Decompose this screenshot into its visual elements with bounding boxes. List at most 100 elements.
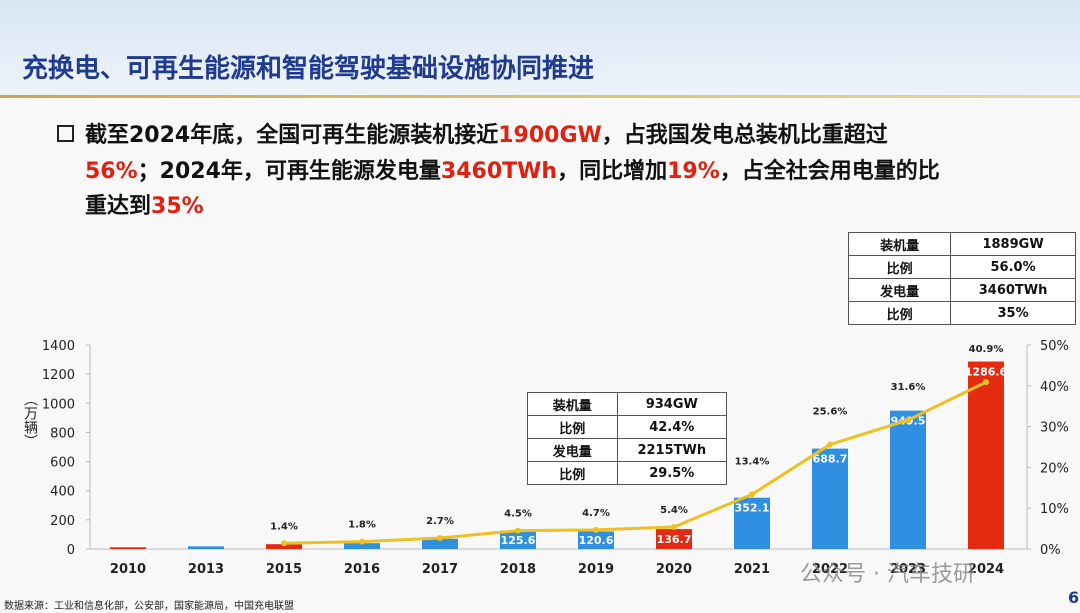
table-cell: 装机量 xyxy=(527,392,618,416)
table-cell: 发电量 xyxy=(847,278,952,302)
y-tick-label: 200 xyxy=(50,514,75,529)
text: ，占全社会用电量的比 xyxy=(719,158,940,184)
y2-tick-label: 0% xyxy=(1040,543,1061,558)
bar-value-label: 136.7 xyxy=(657,533,692,546)
line-point xyxy=(905,417,911,424)
table-row: 比例 56.0% xyxy=(847,255,1076,279)
bar xyxy=(734,497,770,549)
bar-value-label: 1286.6 xyxy=(965,366,1008,379)
table-cell: 比例 xyxy=(527,415,618,439)
x-tick-label: 2016 xyxy=(344,562,380,577)
paragraph-line: 56%；2024年，可再生能源发电量3460TWh，同比增加19%，占全社会用电… xyxy=(85,154,940,190)
highlight-text: 1900GW xyxy=(498,123,602,148)
highlight-text: 3460TWh xyxy=(440,158,558,184)
line-point xyxy=(827,441,833,448)
table-cell: 发电量 xyxy=(527,438,618,462)
line-value-label: 31.6% xyxy=(891,382,926,393)
bar-value-label: 125.6 xyxy=(501,534,536,547)
text: 截至2024年底，全国可再生能源装机接近 xyxy=(85,123,499,148)
table-cell: 35% xyxy=(950,301,1076,325)
watermark: 公众号 · 汽车技研 xyxy=(800,562,975,587)
x-tick-label: 2015 xyxy=(266,562,302,577)
bar xyxy=(422,538,458,549)
y2-tick-label: 20% xyxy=(1040,461,1069,476)
table-cell: 比例 xyxy=(847,255,952,279)
line-value-label: 1.4% xyxy=(270,521,298,532)
paragraph: 截至2024年底，全国可再生能源装机接近1900GW，占我国发电总装机比重超过 5… xyxy=(85,118,940,225)
text: ；2024年，可再生能源发电量 xyxy=(137,158,441,184)
line-value-label: 1.8% xyxy=(348,520,376,531)
text: 重达到 xyxy=(85,194,152,219)
bar xyxy=(656,529,692,549)
highlight-text: 35% xyxy=(151,194,204,219)
line-value-label: 2.7% xyxy=(426,516,454,527)
line-value-label: 4.5% xyxy=(504,509,532,520)
bar-value-label: 352.1 xyxy=(735,502,770,515)
bar xyxy=(968,361,1004,549)
table-cell: 比例 xyxy=(527,461,618,485)
line-point xyxy=(359,538,365,545)
table-cell: 比例 xyxy=(847,301,952,325)
line-point xyxy=(983,379,989,386)
header-band xyxy=(0,0,1080,96)
paragraph-line: 重达到35% xyxy=(85,189,940,225)
table-cell: 1889GW xyxy=(950,232,1076,256)
x-tick-label: 2017 xyxy=(422,562,458,577)
table-cell: 29.5% xyxy=(616,461,728,485)
table-2024: 装机量 1889GW 比例 56.0% 发电量 3460TWh 比例 35% xyxy=(847,232,1076,325)
line-point xyxy=(281,540,287,547)
y-tick-label: 400 xyxy=(50,485,75,500)
line-value-label: 40.9% xyxy=(969,344,1004,355)
table-cell: 2215TWh xyxy=(616,438,728,462)
table-cell: 934GW xyxy=(616,392,728,416)
bar xyxy=(890,410,926,549)
bar xyxy=(500,530,536,549)
table-cell: 56.0% xyxy=(950,255,1076,279)
bar xyxy=(188,546,224,549)
bar-value-label: 688.7 xyxy=(813,453,848,466)
y-axis-label: （万辆） xyxy=(22,392,38,448)
bar xyxy=(344,543,380,549)
table-2020: 装机量 934GW 比例 42.4% 发电量 2215TWh 比例 29.5% xyxy=(527,392,728,485)
highlight-text: 56% xyxy=(85,158,138,184)
table-row: 比例 42.4% xyxy=(527,415,728,439)
bar xyxy=(812,448,848,549)
table-row: 发电量 3460TWh xyxy=(847,278,1076,302)
line-point xyxy=(437,534,443,541)
text: ，同比增加 xyxy=(557,158,668,184)
source-note: 数据来源：工业和信息化部，公安部，国家能源局，中国充电联盟 xyxy=(4,601,294,612)
line-value-label: 25.6% xyxy=(813,407,848,418)
line-point xyxy=(593,526,599,533)
x-tick-label: 2018 xyxy=(500,562,536,577)
y2-tick-label: 40% xyxy=(1040,380,1069,395)
x-tick-label: 2020 xyxy=(656,562,692,577)
highlight-text: 19% xyxy=(667,158,720,184)
bar xyxy=(578,531,614,549)
slide-title: 充换电、可再生能源和智能驾驶基础设施协同推进 xyxy=(22,54,595,84)
y2-tick-label: 30% xyxy=(1040,421,1069,436)
x-tick-label: 2021 xyxy=(734,562,770,577)
y2-tick-label: 10% xyxy=(1040,502,1069,517)
table-row: 装机量 934GW xyxy=(527,392,728,416)
bar xyxy=(266,544,302,549)
line-point xyxy=(671,523,677,530)
table-cell: 装机量 xyxy=(847,232,952,256)
table-cell: 3460TWh xyxy=(950,278,1076,302)
y-tick-label: 1000 xyxy=(42,397,75,412)
table-row: 发电量 2215TWh xyxy=(527,438,728,462)
bar-value-label: 120.6 xyxy=(579,534,614,547)
paragraph-line: 截至2024年底，全国可再生能源装机接近1900GW，占我国发电总装机比重超过 xyxy=(85,118,940,154)
line-point xyxy=(749,491,755,498)
y-tick-label: 800 xyxy=(50,426,75,441)
x-tick-label: 2024 xyxy=(968,562,1004,577)
y-tick-label: 1400 xyxy=(42,339,75,354)
line-value-label: 5.4% xyxy=(660,505,688,516)
y-tick-label: 0 xyxy=(67,543,75,558)
table-row: 装机量 1889GW xyxy=(847,232,1076,256)
header-rule xyxy=(0,95,1080,98)
x-tick-label: 2019 xyxy=(578,562,614,577)
table-cell: 42.4% xyxy=(616,415,728,439)
x-tick-label: 2023 xyxy=(890,562,926,577)
